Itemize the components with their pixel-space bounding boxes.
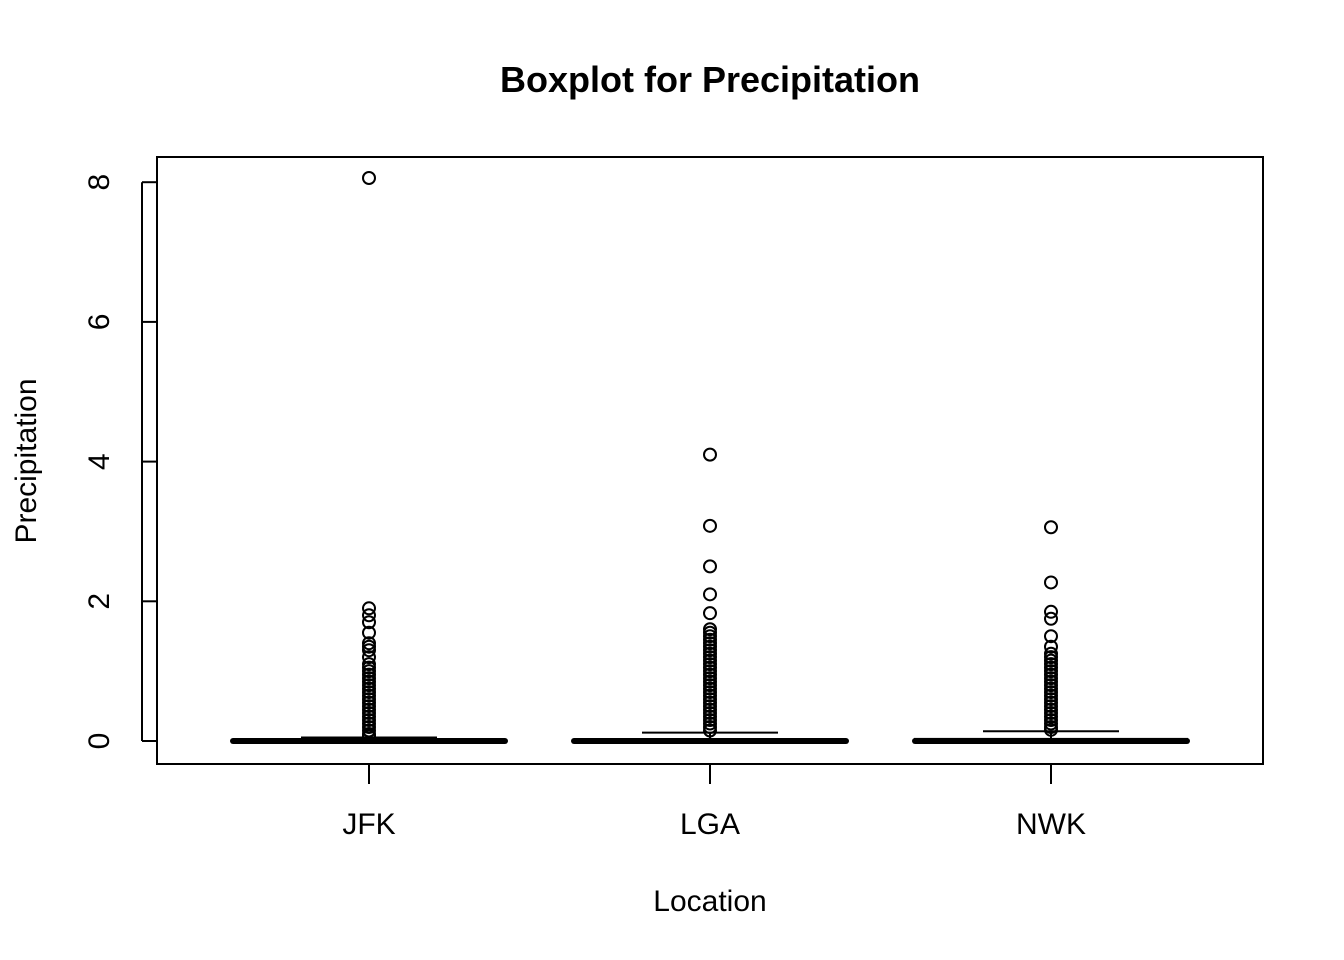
chart-title: Boxplot for Precipitation bbox=[500, 59, 920, 100]
x-axis: JFK LGA NWK bbox=[342, 764, 1086, 841]
y-tick-label: 8 bbox=[83, 174, 116, 191]
boxes bbox=[230, 171, 1190, 744]
box-jfk bbox=[230, 171, 508, 744]
y-axis: 0 2 4 6 8 bbox=[83, 174, 157, 749]
x-tick-label: JFK bbox=[342, 808, 395, 841]
outlier-point bbox=[1044, 722, 1058, 737]
outlier-point bbox=[1044, 639, 1058, 654]
x-tick-label: NWK bbox=[1016, 808, 1086, 841]
outlier-point bbox=[362, 643, 376, 658]
x-tick-label: LGA bbox=[680, 808, 740, 841]
outlier-point bbox=[362, 601, 376, 616]
outlier-point bbox=[362, 625, 376, 640]
y-tick-label: 4 bbox=[83, 453, 116, 470]
x-axis-label: Location bbox=[653, 885, 766, 918]
outlier-point bbox=[703, 559, 717, 574]
outlier-point bbox=[362, 650, 376, 665]
outlier-point bbox=[362, 608, 376, 623]
outlier-point bbox=[1044, 604, 1058, 619]
box-nwk bbox=[912, 520, 1190, 744]
outlier-point bbox=[1044, 575, 1058, 590]
y-axis-label: Precipitation bbox=[10, 378, 43, 543]
outlier-point bbox=[703, 606, 717, 621]
outlier-point bbox=[362, 171, 376, 186]
outlier-point bbox=[703, 447, 717, 462]
y-tick-label: 6 bbox=[83, 314, 116, 331]
outlier-point bbox=[703, 518, 717, 533]
y-tick-label: 2 bbox=[83, 593, 116, 610]
outlier-point bbox=[1044, 629, 1058, 644]
y-tick-label: 0 bbox=[83, 733, 116, 750]
box-lga bbox=[571, 447, 849, 744]
outlier-point bbox=[1044, 611, 1058, 626]
outlier-point bbox=[703, 723, 717, 738]
outlier-point bbox=[362, 615, 376, 630]
outlier-point bbox=[703, 587, 717, 602]
outlier-point bbox=[1044, 520, 1058, 535]
outlier-point bbox=[362, 729, 376, 744]
